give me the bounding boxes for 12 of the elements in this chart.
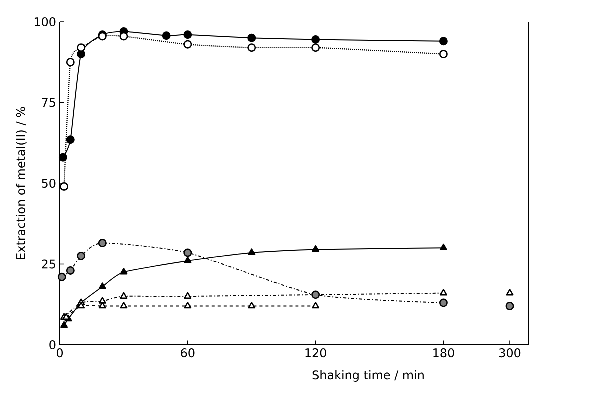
x-axis-title: Shaking time / min [312,370,424,382]
x-tick-label: 60 [181,348,195,358]
x-tick-label: 180 [434,348,454,358]
y-tick-label: 50 [42,178,56,188]
y-tick-label: 75 [42,98,56,108]
y-tick-label: 0 [50,340,56,350]
x-tick-label: 120 [306,348,326,358]
x-tick-label: 300 [500,348,521,358]
x-tick-label: 0 [56,348,64,358]
y-tick-label: 25 [42,260,56,269]
y-tick-label: 100 [34,17,56,27]
y-axis-title: Extraction of metal(II) / % [16,107,27,260]
